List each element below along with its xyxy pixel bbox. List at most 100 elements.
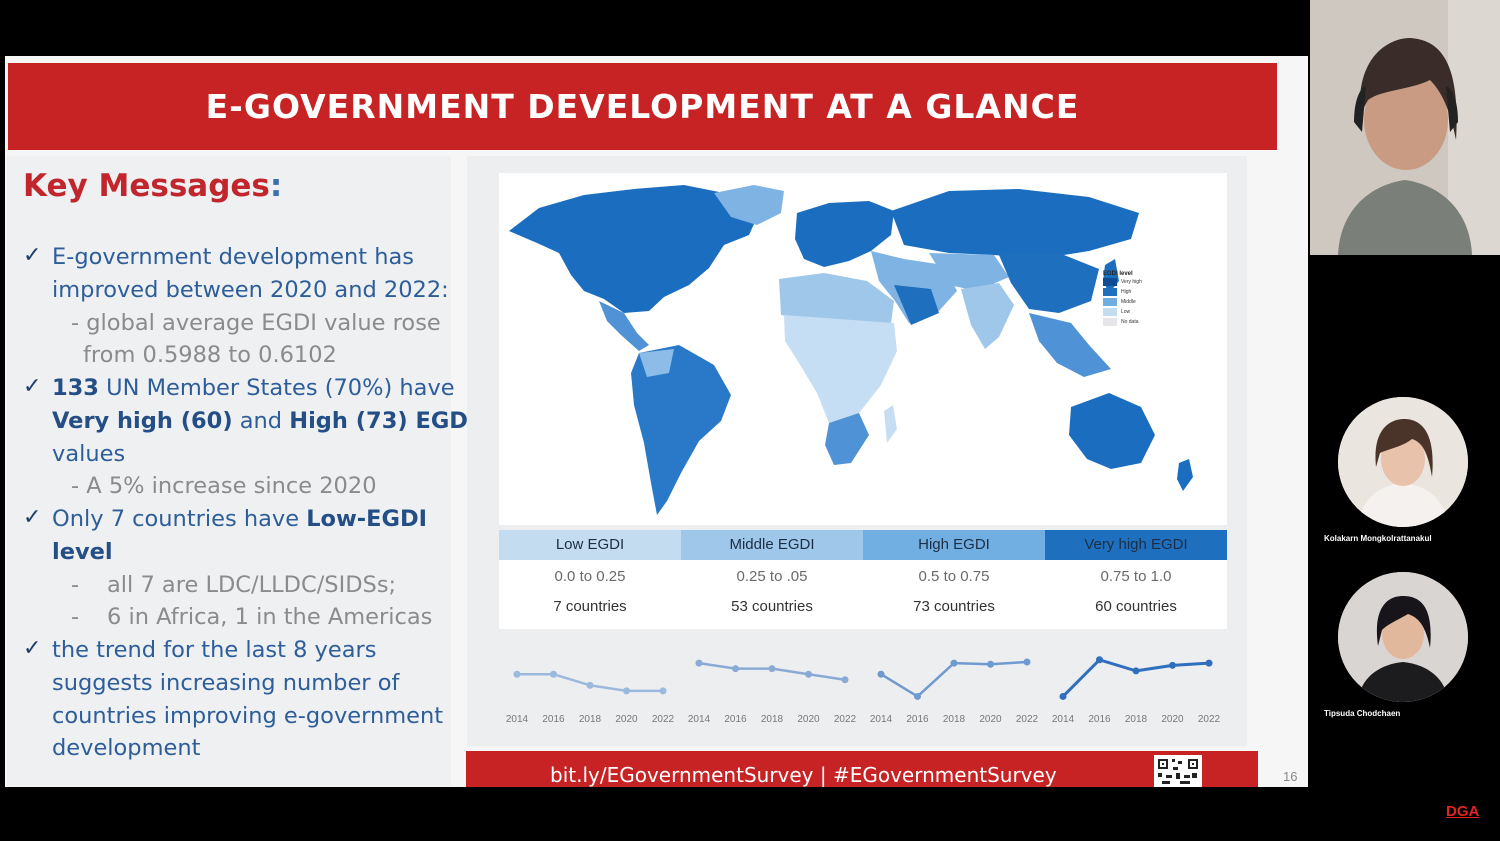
bullet-2-and: and bbox=[232, 408, 290, 434]
map-legend-row: Low bbox=[1103, 307, 1142, 317]
trend-chart-svg: 2014 2016 2018 2020 2022 bbox=[688, 659, 857, 725]
egdi-level-count: 73 countries bbox=[913, 598, 995, 615]
trend-data-point bbox=[1132, 667, 1140, 675]
legend-label: Low bbox=[1121, 309, 1131, 315]
participant-name: Kolakarn Mongkolrattanakul bbox=[1324, 534, 1432, 543]
bullet-2-very-high: Very high (60) bbox=[52, 408, 233, 434]
egdi-level-count: 60 countries bbox=[1095, 598, 1177, 615]
legend-label: No data bbox=[1121, 319, 1139, 325]
qr-code-icon bbox=[1154, 755, 1202, 787]
trend-x-tick-label: 2022 bbox=[652, 714, 675, 725]
trend-x-tick-label: 2016 bbox=[1088, 714, 1111, 725]
egdi-level-very-high: Very high EGDI 0.75 to 1.0 60 countries bbox=[1045, 530, 1227, 629]
trend-data-point bbox=[1023, 658, 1031, 666]
key-messages-title: Key Messages bbox=[23, 168, 270, 204]
trend-data-point bbox=[659, 687, 667, 695]
trend-chart-svg: 2014 2016 2018 2020 2022 bbox=[870, 658, 1039, 725]
participant-avatar[interactable] bbox=[1338, 397, 1468, 527]
bullet-2-sub: - A 5% increase since 2020 bbox=[71, 473, 377, 499]
key-messages-heading: Key Messages: bbox=[23, 168, 282, 204]
trend-x-tick-label: 2020 bbox=[1161, 714, 1184, 725]
trend-x-tick-label: 2018 bbox=[761, 714, 784, 725]
checkmark-icon: ✓ bbox=[23, 242, 42, 267]
egdi-level-count: 53 countries bbox=[731, 598, 813, 615]
footer-link-text: bit.ly/EGovernmentSurvey | #EGovernmentS… bbox=[550, 763, 1057, 787]
trend-x-tick-label: 2020 bbox=[979, 714, 1002, 725]
map-legend-title: EGDI level bbox=[1103, 271, 1133, 277]
trend-data-point bbox=[513, 670, 521, 678]
europe-region bbox=[795, 201, 894, 267]
central-africa-region bbox=[784, 315, 897, 433]
bullet-3-low-egdi: Low-EGDI bbox=[306, 506, 428, 532]
trend-chart-high: 2014 2016 2018 2020 2022 bbox=[863, 640, 1045, 730]
trend-chart-low: 2014 2016 2018 2020 2022 bbox=[499, 640, 681, 730]
trend-data-point bbox=[877, 670, 885, 678]
trend-data-point bbox=[950, 659, 958, 667]
central-america-region bbox=[599, 301, 649, 351]
egdi-level-name: Low EGDI bbox=[499, 530, 681, 560]
legend-swatch bbox=[1103, 308, 1117, 316]
north-africa-region bbox=[779, 273, 894, 323]
legend-label: Very high bbox=[1121, 279, 1142, 285]
trend-x-tick-label: 2018 bbox=[943, 714, 966, 725]
bullet-3-text: Only 7 countries have bbox=[52, 506, 307, 532]
trend-x-tick-label: 2020 bbox=[615, 714, 638, 725]
bullet-4-line-2: suggests increasing number of bbox=[52, 670, 400, 696]
legend-label: High bbox=[1121, 289, 1132, 295]
bullet-4-line-4: development bbox=[52, 735, 201, 761]
central-asia-region bbox=[929, 253, 1009, 291]
north-america-region bbox=[509, 185, 759, 313]
avatar-icon bbox=[1338, 572, 1468, 702]
legend-swatch bbox=[1103, 298, 1117, 306]
trend-x-tick-label: 2014 bbox=[506, 714, 529, 725]
bullet-3-line-1: Only 7 countries have Low-EGDI bbox=[52, 506, 427, 532]
south-america-region bbox=[631, 345, 731, 515]
trend-data-point bbox=[1205, 659, 1213, 667]
legend-swatch bbox=[1103, 288, 1117, 296]
speaker-video-tile[interactable] bbox=[1310, 0, 1500, 255]
bullet-3-line-2: level bbox=[52, 539, 113, 565]
bullet-1-sub-2: from 0.5988 to 0.6102 bbox=[83, 342, 337, 368]
participant-avatar[interactable] bbox=[1338, 572, 1468, 702]
trend-series-line bbox=[880, 660, 1028, 698]
egdi-level-name: Middle EGDI bbox=[681, 530, 863, 560]
egdi-level-range: 0.0 to 0.25 bbox=[554, 568, 626, 585]
map-legend: EGDI level Very high High Middle Low No … bbox=[1103, 271, 1142, 327]
bullet-3-level: level bbox=[52, 539, 113, 565]
bullet-3-sub-1: all 7 are LDC/LLDC/SIDSs; bbox=[107, 572, 397, 598]
bullet-4-line-3: countries improving e-government bbox=[52, 703, 444, 729]
south-america-north-region bbox=[639, 349, 674, 377]
egdi-levels-table: Low EGDI 0.0 to 0.25 7 countries Middle … bbox=[499, 530, 1227, 629]
key-messages-colon: : bbox=[269, 168, 283, 204]
trend-x-tick-label: 2016 bbox=[906, 714, 929, 725]
checkmark-icon: ✓ bbox=[23, 504, 42, 529]
world-map: EGDI level Very high High Middle Low No … bbox=[499, 173, 1227, 525]
map-legend-row: No data bbox=[1103, 317, 1142, 327]
slide-footer-bar: bit.ly/EGovernmentSurvey | #EGovernmentS… bbox=[466, 751, 1258, 787]
bullet-1-line-2: improved between 2020 and 2022: bbox=[52, 277, 449, 303]
new-zealand-region bbox=[1177, 459, 1193, 491]
egdi-level-count: 7 countries bbox=[553, 598, 627, 615]
trend-data-point bbox=[987, 660, 994, 668]
egdi-level-range: 0.75 to 1.0 bbox=[1100, 568, 1172, 585]
trend-x-tick-label: 2016 bbox=[542, 714, 565, 725]
bullet-3-sub-2: 6 in Africa, 1 in the Americas bbox=[107, 604, 433, 630]
egdi-level-name: High EGDI bbox=[863, 530, 1045, 560]
bullet-2-line-1: 133 UN Member States (70%) have bbox=[52, 375, 455, 401]
map-legend-row: Very high bbox=[1103, 277, 1142, 287]
slide-page-number: 16 bbox=[1283, 769, 1298, 784]
trend-data-point bbox=[550, 670, 557, 678]
bullet-3-dash-2: - bbox=[71, 604, 80, 630]
trend-data-point bbox=[914, 692, 921, 700]
egdi-level-high: High EGDI 0.5 to 0.75 73 countries bbox=[863, 530, 1045, 629]
trend-chart-svg: 2014 2016 2018 2020 2022 bbox=[1052, 656, 1221, 725]
trend-data-point bbox=[623, 687, 630, 695]
avatar-icon bbox=[1338, 397, 1468, 527]
egdi-level-range: 0.5 to 0.75 bbox=[918, 568, 990, 585]
bullet-2-line-3: values bbox=[52, 441, 126, 467]
participant-name: Tipsuda Chodchaen bbox=[1324, 709, 1401, 718]
trend-data-point bbox=[695, 659, 703, 667]
bullet-2-high: High (73) EGDI bbox=[289, 408, 477, 434]
greenland-region bbox=[714, 185, 784, 225]
australia-region bbox=[1069, 393, 1155, 469]
